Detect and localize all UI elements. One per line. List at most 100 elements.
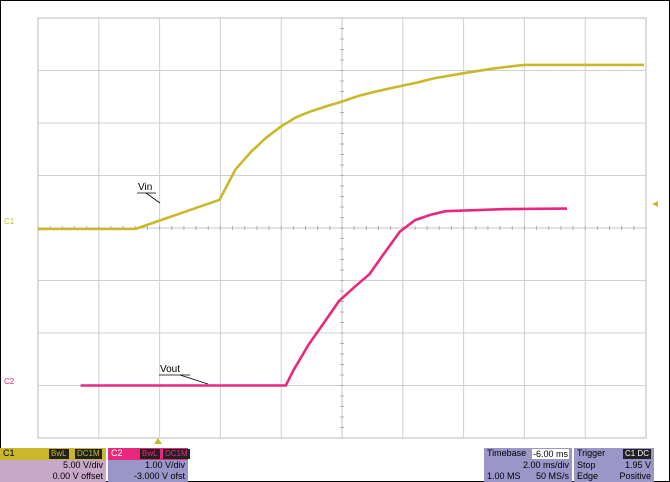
grid-dot xyxy=(122,174,124,177)
grid-dot xyxy=(146,174,149,177)
grid-dot xyxy=(572,384,574,387)
grid-dot xyxy=(268,69,270,72)
grid-dot xyxy=(195,279,197,282)
grid-dot xyxy=(329,332,331,334)
grid-dot xyxy=(256,279,258,282)
grid-dot xyxy=(317,122,319,124)
grid-dot xyxy=(511,332,513,334)
grid-dot xyxy=(390,174,392,177)
grid-dot xyxy=(499,122,501,124)
grid-dot xyxy=(171,279,173,282)
grid-dot xyxy=(596,174,598,177)
grid-dot xyxy=(110,174,112,177)
grid-dot xyxy=(438,69,440,72)
grid-dot xyxy=(73,174,76,177)
grid-dot xyxy=(256,69,258,72)
grid-dot xyxy=(560,279,562,282)
grid-dot xyxy=(268,174,270,177)
grid-dot xyxy=(608,384,611,387)
channel1-bw-tag: BwL xyxy=(49,449,69,459)
grid-dot xyxy=(365,69,367,72)
annotation-vin-leader xyxy=(145,192,161,204)
grid-dot xyxy=(621,174,623,177)
grid-dot xyxy=(73,122,76,124)
grid-dot xyxy=(572,332,574,334)
grid-dot xyxy=(207,69,209,72)
grid-dot xyxy=(608,332,611,334)
timebase-header: Timebase -6.00 ms xyxy=(484,448,572,460)
grid-dot xyxy=(438,122,440,124)
grid-dot xyxy=(86,174,88,177)
grid-dot xyxy=(86,122,88,124)
grid-dot xyxy=(596,279,598,282)
grid-dot xyxy=(110,122,112,124)
grid-dot xyxy=(377,122,380,124)
grid-dot xyxy=(244,279,246,282)
grid-dot xyxy=(365,174,367,177)
channel2-coupling-tag: DC1M xyxy=(163,449,190,459)
timebase-panel[interactable]: Timebase -6.00 ms 2.00 ms/div 1.00 MS 50… xyxy=(484,448,572,482)
grid-dot xyxy=(86,332,88,334)
grid-dot xyxy=(426,279,428,282)
grid-dot xyxy=(438,174,440,177)
grid-dot xyxy=(73,332,76,334)
grid-dot xyxy=(499,69,501,72)
trigger-panel[interactable]: Trigger C1 DC Stop 1.95 V Edge Positive xyxy=(574,448,654,482)
grid-dot xyxy=(621,69,623,72)
channel1-panel[interactable]: C1 BwL DC1M 5.00 V/div 0.00 V offset xyxy=(0,448,106,482)
grid-dot xyxy=(548,332,550,334)
grid-dot xyxy=(86,279,88,282)
grid-dot xyxy=(608,279,611,282)
grid-dot xyxy=(134,122,136,124)
grid-dot xyxy=(353,122,355,124)
grid-dot xyxy=(304,122,307,124)
grid-dot xyxy=(244,69,246,72)
grid-dot xyxy=(231,279,234,282)
grid-dot xyxy=(390,332,392,334)
trace-vout xyxy=(80,207,568,387)
grid-dot xyxy=(608,174,611,177)
grid-dot xyxy=(365,332,367,334)
grid-dot xyxy=(268,332,270,334)
grid-dot xyxy=(207,279,209,282)
grid-dot xyxy=(621,332,623,334)
grid-dot xyxy=(450,384,453,387)
channel2-label: C2 xyxy=(111,448,123,458)
grid-dot xyxy=(183,122,185,124)
trigger-source-tag: C1 DC xyxy=(622,449,651,459)
grid-dot xyxy=(73,384,76,387)
grid-dot xyxy=(572,279,574,282)
grid-dot xyxy=(353,174,355,177)
grid-dot xyxy=(426,69,428,72)
trigger-header: Trigger C1 DC xyxy=(574,448,654,460)
grid-dot xyxy=(596,384,598,387)
grid-dot xyxy=(608,69,611,72)
grid-dot xyxy=(487,122,489,124)
grid-dot xyxy=(596,332,598,334)
grid-dot xyxy=(426,384,428,387)
grid-dot xyxy=(195,69,197,72)
grid-dot xyxy=(256,122,258,124)
grid-dot xyxy=(61,279,63,282)
grid-dot xyxy=(560,69,562,72)
grid-dot xyxy=(475,279,477,282)
grid-dot xyxy=(146,332,149,334)
grid-dot xyxy=(377,332,380,334)
grid-dot xyxy=(487,384,489,387)
grid-dot xyxy=(292,69,294,72)
grid-dot xyxy=(548,122,550,124)
grid-dot xyxy=(596,69,598,72)
grid-dot xyxy=(414,69,416,72)
grid-dot xyxy=(329,279,331,282)
grid-dot xyxy=(377,174,380,177)
channel2-panel[interactable]: C2 BwL DC1M 1.00 V/div -3.000 V ofst xyxy=(108,448,190,482)
grid-dot xyxy=(256,174,258,177)
grid-dot xyxy=(268,122,270,124)
grid-dot xyxy=(195,332,197,334)
timebase-rate: 50 MS/s xyxy=(535,471,569,481)
grid-dot xyxy=(171,174,173,177)
grid-dot xyxy=(353,69,355,72)
grid-dot xyxy=(438,279,440,282)
grid-dot xyxy=(475,384,477,387)
grid-dot xyxy=(633,122,635,124)
